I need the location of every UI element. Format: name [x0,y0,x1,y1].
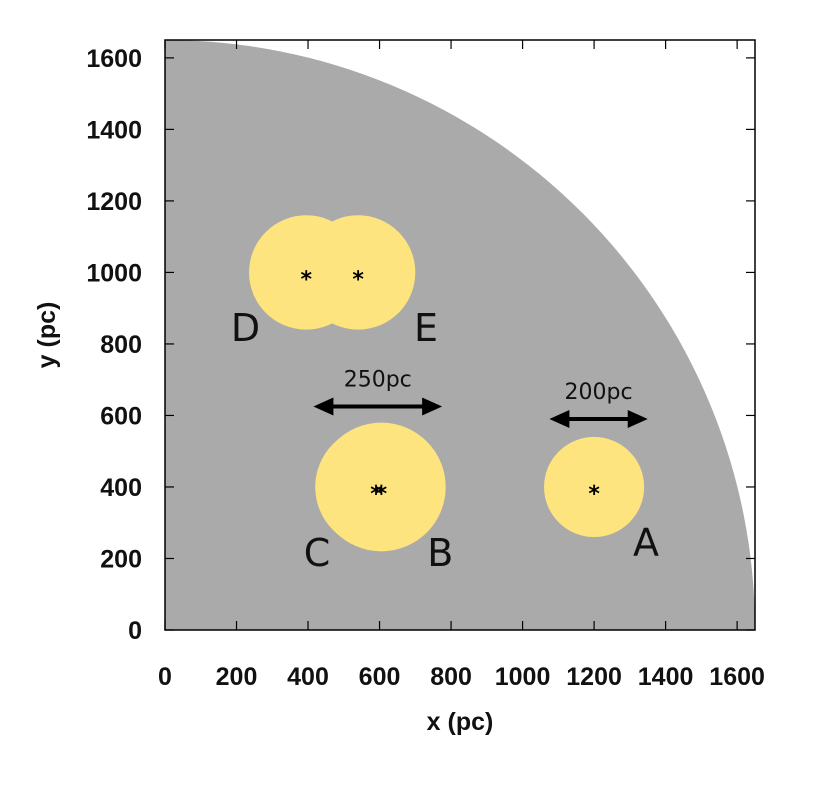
x-tick-label: 1000 [495,663,551,691]
scale-bar-arrowhead-left [313,397,334,416]
star-marker-c: * [370,482,382,507]
x-tick-label: 1400 [638,663,694,691]
y-tick-label: 600 [100,402,142,430]
x-tick-label: 200 [216,663,258,691]
y-tick-label: 1600 [86,45,142,73]
scale-bar-arrowhead-right [627,410,648,429]
x-tick-label: 400 [287,663,329,691]
x-tick-label: 600 [359,663,401,691]
bubble-c [315,426,437,548]
y-tick-label: 1000 [86,259,142,287]
star-marker-b: * [376,482,388,507]
star-marker-d: * [300,267,312,292]
plot-frame [164,39,756,631]
scale-bar-label: 250pc [344,368,412,393]
y-tick-label: 200 [100,545,142,573]
y-tick-label: 1400 [86,116,142,144]
x-tick-label: 0 [158,663,172,691]
star-marker-e: * [352,267,364,292]
x-tick-label: 1600 [709,663,765,691]
region-label-a: A [633,520,659,564]
x-axis-title: x (pc) [427,708,494,736]
x-tick-label: 1200 [566,663,622,691]
y-tick-label: 1200 [86,188,142,216]
y-tick-label: 800 [100,331,142,359]
x-tick-label: 800 [430,663,472,691]
scale-bar-label: 200pc [565,380,633,405]
star-marker-a: * [588,482,600,507]
y-tick-label: 0 [128,617,142,645]
bubble-e [300,215,416,330]
region-label-d: D [231,306,260,350]
scale-bar-arrowhead-right [422,397,443,416]
region-label-e: E [414,306,438,350]
region-label-c: C [304,531,331,575]
scale-bar-arrowhead-left [549,410,570,429]
region-label-b: B [427,531,453,575]
bubble-a [544,436,645,538]
y-axis-title: y (pc) [33,302,61,369]
y-tick-label: 400 [100,474,142,502]
